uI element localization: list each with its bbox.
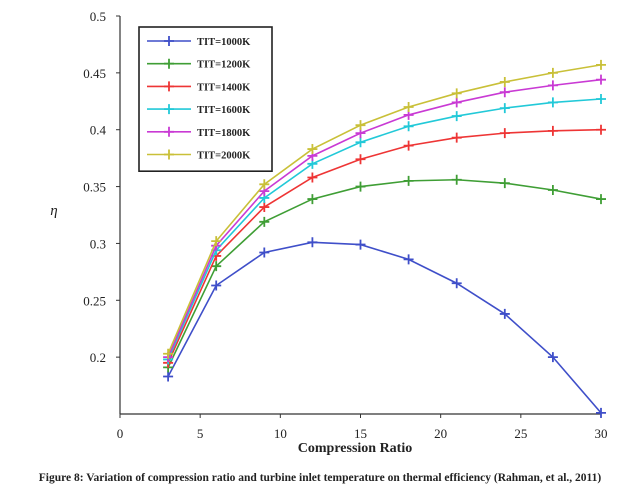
data-point [307,144,318,155]
data-point [547,125,558,136]
data-point [259,247,270,258]
x-tick-label: 25 [514,426,527,441]
legend-swatch-marker [164,58,174,69]
legend-swatch-marker [164,149,174,160]
data-point [451,132,462,143]
data-point [355,239,366,250]
y-tick-label: 0.35 [83,180,106,195]
data-point [596,407,606,418]
legend-label: TIT=1600K [197,105,251,116]
series-tit-1200k [163,174,606,373]
chart-axes: 0 5 10 15 20 25 30 0.2 0.25 0.3 0.35 0.4 0.45 0.5 [83,9,607,441]
data-point [163,348,174,359]
series-line [167,241,602,414]
series-line [167,128,602,364]
data-point [596,94,606,105]
legend-item: TIT=1000K [147,36,251,48]
legend-swatch-marker [164,36,174,46]
y-tick-label: 0.3 [90,236,106,251]
data-point [596,124,606,135]
x-tick-label: 20 [434,426,447,441]
data-point [355,120,366,131]
data-point [547,80,558,91]
legend-label: TIT=2000K [197,151,251,162]
x-tick-label: 15 [354,426,367,441]
data-point [259,202,270,213]
legend-box [138,26,273,172]
legend-swatch-marker [164,104,174,115]
data-point [403,121,414,132]
series-tit-2000k [163,59,606,359]
data-point [259,216,270,227]
series-tit-1000k [163,237,606,418]
x-axis-title: Compression Ratio [298,441,412,456]
x-tick-label: 0 [117,426,124,441]
y-tick-label: 0.25 [83,293,106,308]
data-point [403,254,414,265]
data-point [307,172,318,183]
series-line [167,178,602,368]
x-tick-label: 10 [274,426,287,441]
data-point [451,278,462,289]
figure-caption: Figure 8: Variation of compression ratio… [38,472,602,484]
data-point [451,97,462,108]
data-point [403,101,414,112]
data-point [355,181,366,192]
data-point [596,74,606,85]
y-tick-label: 0.45 [83,66,106,81]
data-point [499,178,510,189]
data-point [211,261,222,272]
data-point [259,179,270,190]
y-axis-title: η [50,203,57,219]
series-line [167,64,602,355]
data-point [547,67,558,78]
legend-swatch-marker [164,126,174,137]
y-tick-label: 0.2 [90,350,106,365]
y-tick-label: 0.4 [90,123,107,138]
legend-label: TIT=1000K [197,37,251,48]
data-point [163,371,174,382]
data-point [499,103,510,114]
legend: TIT=1000K TIT=1200K TIT=1400K TIT=1600K TIT=… [138,26,273,172]
data-point [547,184,558,195]
data-point [547,352,558,363]
data-point [211,236,222,247]
legend-item: TIT=1600K [147,104,251,116]
data-point [451,111,462,122]
series-line [167,98,602,360]
series-tit-1400k [163,124,606,368]
data-point [596,59,606,70]
efficiency-chart: 0 5 10 15 20 25 30 0.2 0.25 0.3 0.35 0.4 0.45 0.5 TIT… [50,9,607,456]
data-point [307,194,318,205]
data-point [499,308,510,319]
series-line [167,78,602,358]
legend-item: TIT=1200K [147,58,251,71]
legend-label: TIT=1200K [197,60,251,71]
data-point [307,237,318,248]
data-point [499,76,510,87]
legend-label: TIT=1400K [197,82,251,93]
legend-item: TIT=2000K [147,149,251,162]
data-point [403,175,414,186]
data-point [451,174,462,185]
data-point [403,140,414,151]
data-point [211,280,222,291]
x-tick-label: 30 [595,426,608,441]
data-point [451,88,462,99]
data-point [547,97,558,108]
x-tick-label: 5 [197,426,204,441]
data-point [499,87,510,98]
series-layer [163,59,606,418]
data-point [355,137,366,148]
legend-label: TIT=1800K [197,128,251,139]
data-point [596,194,606,205]
legend-swatch-marker [164,81,174,92]
y-tick-label: 0.5 [90,9,106,24]
data-point [499,128,510,139]
legend-item: TIT=1800K [147,126,251,139]
legend-item: TIT=1400K [147,81,251,93]
data-point [355,154,366,165]
